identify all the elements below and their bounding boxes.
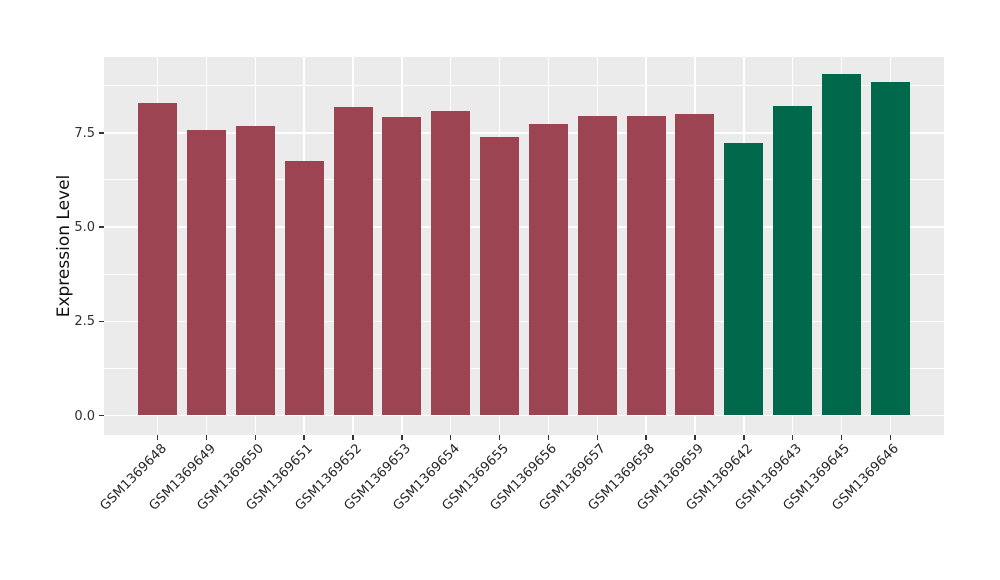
x-axis-tick (889, 435, 892, 440)
plot-panel (104, 57, 944, 435)
x-tick-label: GSM1369655 (439, 441, 512, 514)
x-tick-label: GSM1369648 (97, 441, 170, 514)
y-tick-label: 2.5 (74, 314, 95, 330)
bar-GSM1369652 (333, 107, 373, 416)
x-axis-tick (254, 435, 257, 440)
y-axis-title: Expression Level (54, 174, 74, 318)
gridline-horizontal-minor (104, 179, 944, 181)
gridline-horizontal-minor (104, 273, 944, 275)
x-axis-tick (401, 435, 403, 440)
x-tick-label: GSM1369653 (341, 441, 414, 514)
bar-GSM1369642 (724, 142, 764, 416)
x-axis-tick (303, 435, 305, 440)
gridline-horizontal-major (104, 226, 944, 228)
bar-GSM1369659 (675, 114, 715, 416)
x-tick-label: GSM1369646 (829, 441, 903, 514)
x-tick-label: GSM1369656 (487, 441, 561, 514)
y-axis-tick (99, 226, 104, 228)
bar-GSM1369645 (821, 73, 861, 416)
x-tick-label: GSM1369658 (585, 441, 658, 514)
y-axis-tick (99, 132, 104, 134)
gridline-horizontal-major (104, 320, 944, 322)
x-tick-label: GSM1369649 (146, 441, 219, 514)
bar-GSM1369653 (382, 116, 422, 416)
x-tick-label: GSM1369657 (536, 441, 610, 514)
bar-GSM1369649 (187, 130, 227, 416)
x-axis-tick (743, 435, 745, 440)
gridline-horizontal-minor (104, 85, 944, 87)
x-tick-label: GSM1369651 (243, 441, 317, 514)
gridline-horizontal-major (104, 132, 944, 134)
x-axis-tick (156, 435, 159, 440)
x-axis-tick (498, 435, 501, 440)
bar-GSM1369657 (577, 116, 617, 416)
gridline-horizontal-minor (104, 367, 944, 369)
x-tick-label: GSM1369659 (634, 441, 707, 514)
bar-GSM1369656 (528, 124, 568, 416)
x-tick-label: GSM1369643 (732, 441, 805, 514)
y-tick-label: 5.0 (74, 220, 95, 235)
x-axis-tick (791, 435, 794, 440)
x-axis-tick (547, 435, 550, 440)
bar-GSM1369646 (870, 81, 910, 416)
x-tick-label: GSM1369652 (292, 441, 365, 514)
x-axis-tick (645, 435, 647, 440)
x-tick-label: GSM1369654 (390, 441, 463, 514)
x-axis-tick (449, 435, 452, 440)
bar-GSM1369648 (138, 102, 178, 416)
bar-GSM1369658 (626, 116, 666, 416)
y-axis-tick (99, 414, 104, 417)
y-axis-tick (99, 320, 104, 322)
x-axis-tick (352, 435, 354, 440)
x-tick-label: GSM1369650 (194, 441, 268, 514)
x-axis-tick (205, 435, 208, 440)
bar-GSM1369643 (773, 105, 813, 416)
gridline-horizontal-major (104, 414, 944, 417)
x-tick-label: GSM1369645 (780, 441, 854, 514)
bar-GSM1369650 (235, 125, 275, 416)
x-axis-tick (596, 435, 598, 440)
x-axis-tick (694, 435, 696, 440)
bar-GSM1369654 (431, 110, 471, 416)
y-tick-label: 7.5 (74, 125, 95, 141)
bar-GSM1369651 (284, 161, 324, 416)
x-tick-label: GSM1369642 (683, 441, 756, 514)
bar-GSM1369655 (480, 136, 520, 416)
y-tick-label: 0.0 (74, 408, 95, 424)
x-axis-tick (840, 435, 843, 440)
